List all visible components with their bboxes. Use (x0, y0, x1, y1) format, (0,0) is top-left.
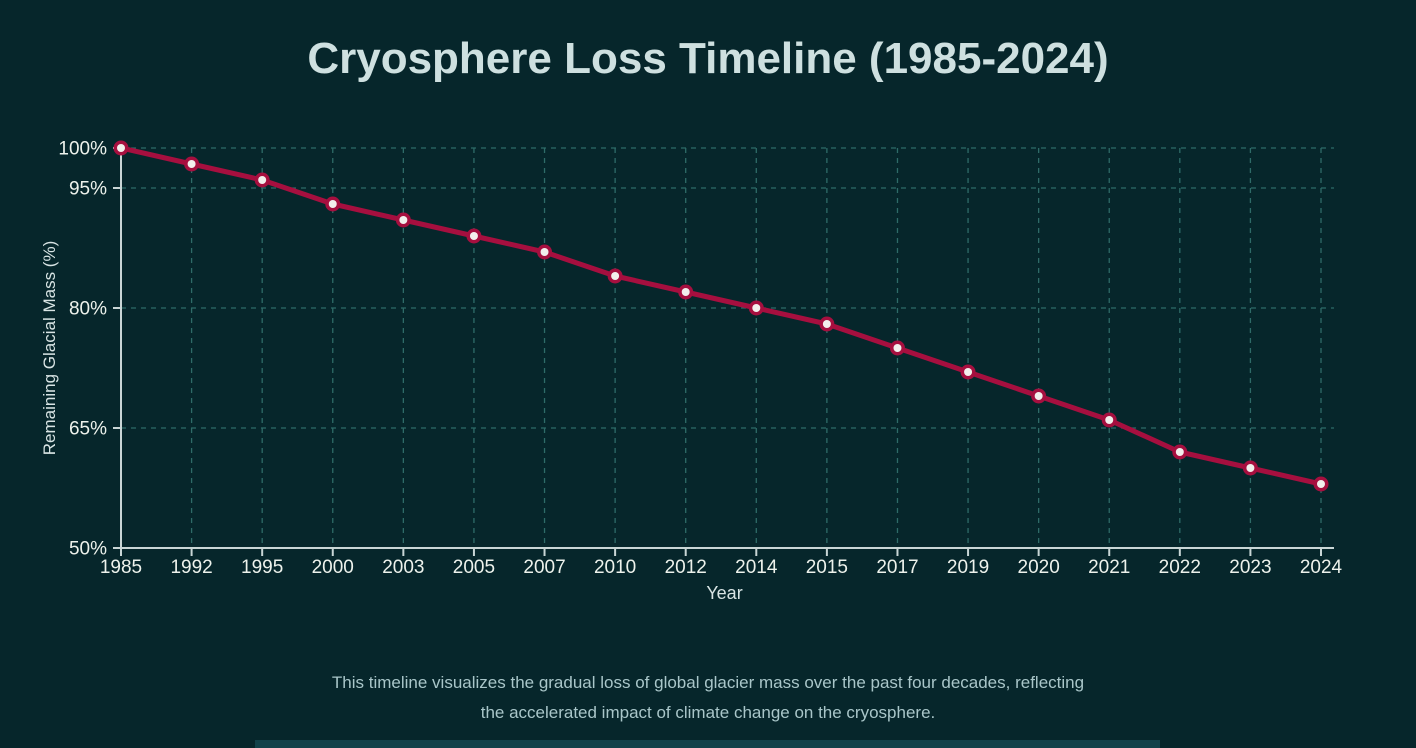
x-tick-label: 2014 (735, 557, 778, 578)
data-point (893, 344, 902, 352)
data-point (540, 248, 549, 256)
chart-title: Cryosphere Loss Timeline (1985-2024) (307, 34, 1109, 83)
x-tick-label: 2023 (1229, 557, 1271, 578)
x-tick-label: 2021 (1088, 557, 1130, 578)
y-axis-title: Remaining Glacial Mass (%) (40, 241, 59, 455)
data-point (752, 304, 761, 312)
x-tick-label: 1992 (170, 557, 212, 578)
data-point (1246, 464, 1255, 472)
chart-canvas: 100% 95% 80% 65% 50%1985 1992 1995 2000 2003 2005… (40, 139, 1343, 603)
bottom-edge-bar (255, 740, 1160, 748)
data-point (1175, 448, 1184, 456)
data-point (1034, 392, 1043, 400)
data-point (399, 216, 408, 224)
x-tick-label: 1995 (241, 557, 283, 578)
data-point (469, 232, 478, 240)
y-tick-label: 80% (69, 299, 107, 320)
x-tick-label: 2015 (806, 557, 848, 578)
data-point (611, 272, 620, 280)
x-tick-label: 1985 (100, 557, 142, 578)
data-point (187, 160, 196, 168)
x-tick-label: 2019 (947, 557, 989, 578)
data-point (328, 200, 337, 208)
x-tick-label: 2000 (312, 557, 354, 578)
data-point (822, 320, 831, 328)
y-tick-label: 65% (69, 419, 107, 440)
data-point (964, 368, 973, 376)
x-tick-label: 2024 (1300, 557, 1343, 578)
chart-caption: This timeline visualizes the gradual los… (0, 668, 1416, 728)
x-tick-label: 2017 (876, 557, 918, 578)
x-tick-label: 2022 (1159, 557, 1201, 578)
caption-line-2: the accelerated impact of climate change… (480, 703, 936, 722)
data-point (117, 144, 125, 152)
x-tick-label: 2010 (594, 557, 636, 578)
data-point (258, 176, 267, 184)
y-tick-label: 100% (58, 139, 107, 160)
x-tick-label: 2020 (1018, 557, 1060, 578)
data-point (1317, 480, 1325, 488)
data-point (1105, 416, 1114, 424)
x-tick-label: 2005 (453, 557, 495, 578)
caption-line-1: This timeline visualizes the gradual los… (331, 673, 1085, 692)
x-tick-label: 2012 (665, 557, 707, 578)
y-tick-label: 50% (69, 539, 107, 560)
data-point (681, 288, 690, 296)
data-line (118, 145, 1324, 487)
x-axis-title: Year (706, 583, 742, 603)
x-tick-label: 2003 (382, 557, 424, 578)
x-tick-label: 2007 (523, 557, 565, 578)
y-tick-label: 95% (69, 179, 107, 200)
